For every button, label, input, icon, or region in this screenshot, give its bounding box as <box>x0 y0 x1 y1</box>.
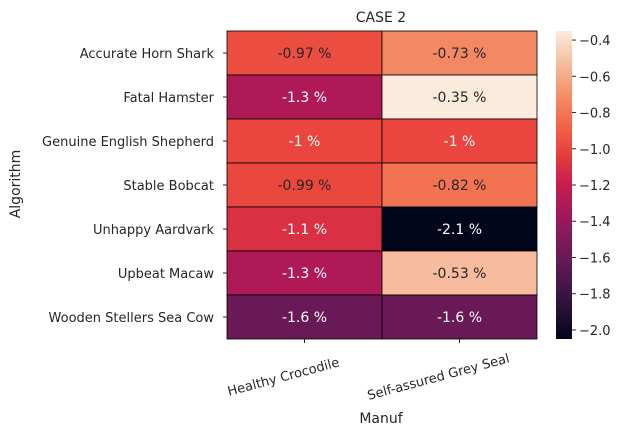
heatmap-cell <box>226 74 383 120</box>
colorbar-tick-label: −0.8 <box>579 107 611 122</box>
colorbar-tick-label: −1.2 <box>579 179 611 194</box>
heatmap-cell <box>381 118 538 164</box>
heatmap-cell <box>381 162 538 208</box>
cell-label: -1.6 % <box>437 310 482 326</box>
row-label: Fatal Hamster <box>123 91 214 106</box>
x-axis-label: Manuf <box>359 411 403 427</box>
colorbar-tick-label: −2.0 <box>579 324 611 339</box>
heatmap-cell <box>226 294 383 340</box>
cell-label: -0.35 % <box>433 90 487 106</box>
colorbar-tick-label: −1.8 <box>579 288 611 303</box>
heatmap-cell <box>226 118 383 164</box>
cell-label: -0.99 % <box>278 178 332 194</box>
row-labels: Accurate Horn Shark Fatal Hamster Genuine … <box>42 47 227 326</box>
heatmap-cells: -0.97 % -0.73 % -1.3 % -0.35 % -1 % -1 % -0.99… <box>226 30 538 340</box>
cell-label: -0.97 % <box>278 46 332 62</box>
cell-label: -2.1 % <box>437 222 482 238</box>
heatmap-cell <box>381 30 538 76</box>
row-label: Wooden Stellers Sea Cow <box>49 311 215 326</box>
colorbar-gradient <box>556 31 572 339</box>
cell-label: -1.3 % <box>282 90 327 106</box>
column-label: Self-assured Grey Seal <box>366 351 511 403</box>
cell-label: -1 % <box>444 134 476 150</box>
cell-label: -1.6 % <box>282 310 327 326</box>
column-label: Healthy Crocodile <box>226 355 341 399</box>
colorbar-tick-label: −0.6 <box>579 70 611 85</box>
heatmap-cell <box>226 30 383 76</box>
colorbar-tick-label: −1.6 <box>579 251 611 266</box>
column-labels: Healthy Crocodile Self-assured Grey Seal <box>226 339 511 404</box>
heatmap-cell <box>381 74 538 120</box>
cell-label: -1.3 % <box>282 266 327 282</box>
row-label: Unhappy Aardvark <box>93 223 215 238</box>
chart-title: CASE 2 <box>356 10 406 26</box>
row-label: Stable Bobcat <box>123 179 214 194</box>
colorbar-tick-label: −1.4 <box>579 215 611 230</box>
cell-label: -0.53 % <box>433 266 487 282</box>
row-label: Genuine English Shepherd <box>42 135 214 150</box>
cell-label: -0.82 % <box>433 178 487 194</box>
colorbar: −2.0 −1.8 −1.6 −1.4 −1.2 −1.0 −0.8 −0.6 −0.4 <box>556 31 611 339</box>
heatmap-cell <box>381 250 538 296</box>
row-label: Upbeat Macaw <box>118 267 215 282</box>
cell-label: -0.73 % <box>433 46 487 62</box>
cell-label: -1.1 % <box>282 222 327 238</box>
heatmap-cell <box>381 206 538 252</box>
heatmap-cell <box>381 294 538 340</box>
colorbar-tick-label: −0.4 <box>579 34 611 49</box>
row-label: Accurate Horn Shark <box>80 47 215 62</box>
y-axis-label: Algorithm <box>8 150 24 219</box>
cell-label: -1 % <box>289 134 321 150</box>
colorbar-tick-label: −1.0 <box>579 143 611 158</box>
